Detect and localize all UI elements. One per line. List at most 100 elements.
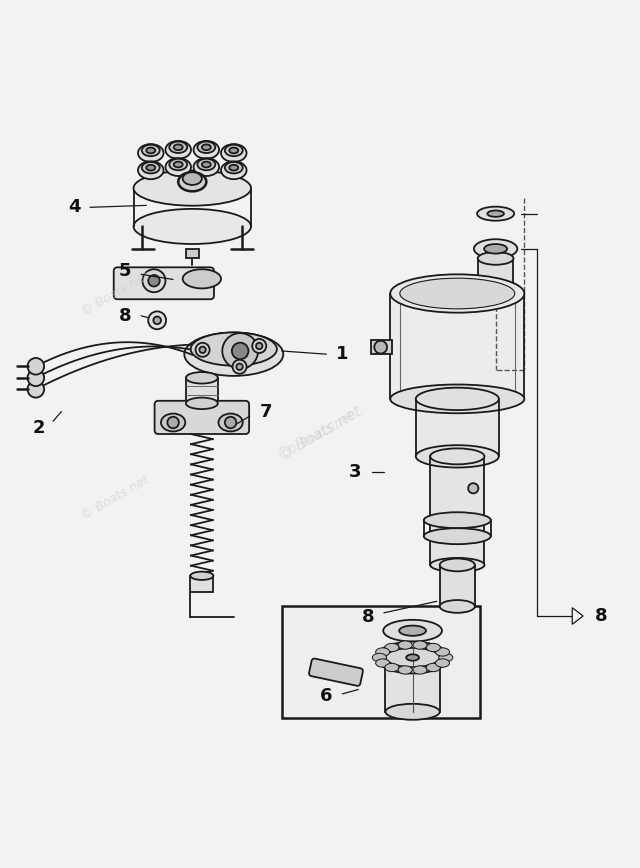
Ellipse shape <box>134 209 251 244</box>
Ellipse shape <box>413 666 427 674</box>
Circle shape <box>252 339 266 353</box>
Ellipse shape <box>166 158 191 176</box>
Text: 8: 8 <box>362 608 374 627</box>
Bar <box>440 565 475 607</box>
Ellipse shape <box>221 161 246 179</box>
Text: © Boats.net: © Boats.net <box>79 473 152 523</box>
Ellipse shape <box>190 572 213 580</box>
Circle shape <box>236 364 243 370</box>
Ellipse shape <box>202 144 211 150</box>
Text: 4: 4 <box>68 198 81 216</box>
Ellipse shape <box>166 141 191 159</box>
Ellipse shape <box>440 600 475 613</box>
Circle shape <box>222 333 258 369</box>
Text: 2: 2 <box>33 418 45 437</box>
Ellipse shape <box>182 172 202 185</box>
Text: © Boats.net: © Boats.net <box>276 404 364 464</box>
Ellipse shape <box>416 388 499 410</box>
Text: © Boats.net: © Boats.net <box>79 269 152 319</box>
Ellipse shape <box>173 144 182 150</box>
Bar <box>282 607 479 718</box>
Ellipse shape <box>477 287 513 299</box>
Ellipse shape <box>202 161 211 168</box>
FancyBboxPatch shape <box>309 659 363 686</box>
Circle shape <box>468 483 478 493</box>
Circle shape <box>154 317 161 324</box>
Ellipse shape <box>390 385 524 413</box>
Ellipse shape <box>383 620 442 641</box>
Bar <box>186 249 198 259</box>
Circle shape <box>232 359 246 374</box>
Circle shape <box>143 269 166 293</box>
Ellipse shape <box>477 207 514 220</box>
Ellipse shape <box>191 332 277 365</box>
Ellipse shape <box>430 558 484 572</box>
Circle shape <box>168 417 179 428</box>
Ellipse shape <box>390 274 524 312</box>
Ellipse shape <box>170 159 187 170</box>
Ellipse shape <box>186 372 218 384</box>
Ellipse shape <box>229 165 238 171</box>
Ellipse shape <box>398 666 412 674</box>
Circle shape <box>148 275 160 286</box>
Ellipse shape <box>197 141 215 153</box>
Circle shape <box>148 312 166 329</box>
Ellipse shape <box>484 244 507 253</box>
Circle shape <box>200 346 206 353</box>
Ellipse shape <box>170 141 187 153</box>
Circle shape <box>196 343 210 357</box>
Ellipse shape <box>477 252 513 265</box>
Bar <box>390 293 524 399</box>
Ellipse shape <box>426 643 440 652</box>
Ellipse shape <box>400 278 515 309</box>
Bar <box>385 658 440 712</box>
Ellipse shape <box>197 159 215 170</box>
Ellipse shape <box>178 172 206 191</box>
Ellipse shape <box>229 148 238 154</box>
Text: 1: 1 <box>336 345 349 363</box>
Text: 6: 6 <box>320 687 333 705</box>
Circle shape <box>256 343 262 349</box>
Bar <box>430 457 484 565</box>
Ellipse shape <box>376 659 390 667</box>
FancyBboxPatch shape <box>114 267 214 299</box>
FancyBboxPatch shape <box>155 401 249 434</box>
Ellipse shape <box>424 529 491 544</box>
Circle shape <box>28 370 44 386</box>
Circle shape <box>225 417 236 428</box>
Ellipse shape <box>435 659 449 667</box>
Ellipse shape <box>193 158 219 176</box>
Ellipse shape <box>218 413 243 431</box>
Ellipse shape <box>398 641 412 649</box>
Text: 5: 5 <box>119 262 131 280</box>
Ellipse shape <box>225 162 243 174</box>
Ellipse shape <box>134 171 251 206</box>
Ellipse shape <box>193 141 219 159</box>
Ellipse shape <box>440 558 475 571</box>
Text: 3: 3 <box>349 464 362 482</box>
Bar <box>477 259 513 293</box>
Ellipse shape <box>426 663 440 672</box>
Ellipse shape <box>184 332 284 376</box>
Text: © Boats.net: © Boats.net <box>284 410 356 458</box>
Ellipse shape <box>439 654 453 661</box>
Ellipse shape <box>385 648 440 667</box>
Ellipse shape <box>406 654 419 661</box>
Ellipse shape <box>376 648 390 656</box>
Ellipse shape <box>399 626 426 635</box>
Ellipse shape <box>142 145 160 156</box>
Circle shape <box>232 343 248 359</box>
Ellipse shape <box>161 413 185 431</box>
Bar <box>416 399 499 457</box>
Ellipse shape <box>416 445 499 468</box>
Ellipse shape <box>430 449 484 464</box>
Ellipse shape <box>435 648 449 656</box>
Ellipse shape <box>474 240 517 259</box>
Bar <box>371 340 392 354</box>
Bar <box>190 575 213 592</box>
Ellipse shape <box>487 210 504 217</box>
Ellipse shape <box>173 161 182 168</box>
Ellipse shape <box>142 162 160 174</box>
Ellipse shape <box>424 512 491 529</box>
Ellipse shape <box>385 663 399 672</box>
